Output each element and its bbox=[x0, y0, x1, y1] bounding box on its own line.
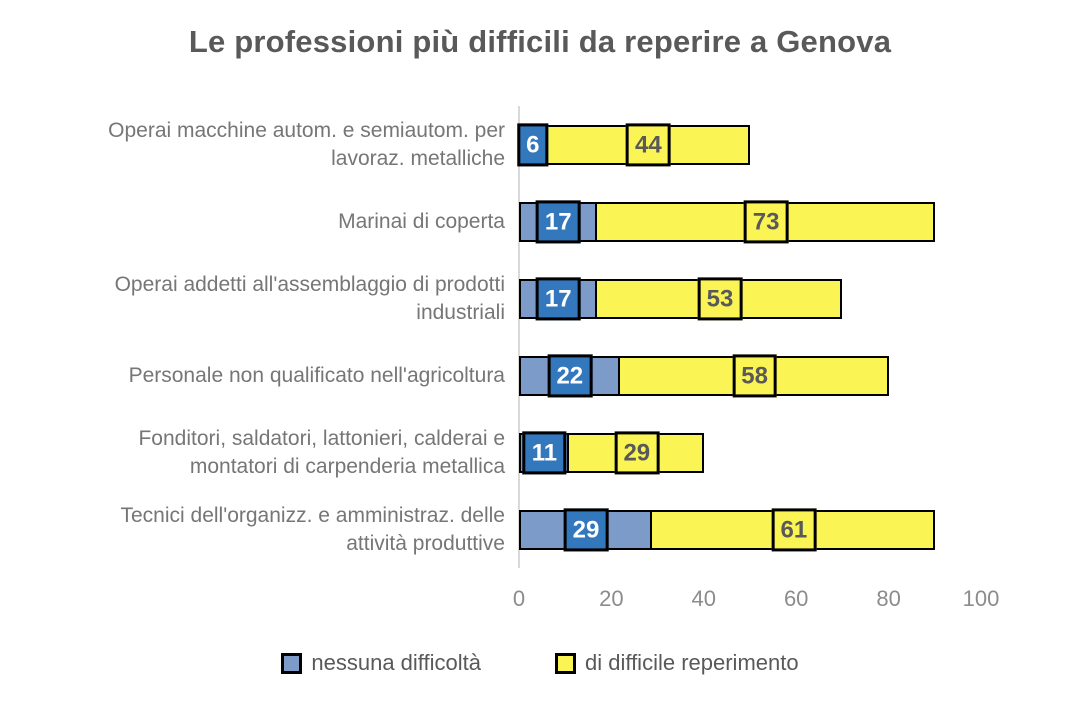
chart-title: Le professioni più difficili da reperire… bbox=[188, 24, 892, 59]
bar-row: Fonditori, saldatori, lattonieri, calder… bbox=[0, 414, 1080, 491]
value-label: 58 bbox=[732, 353, 777, 398]
bar-row: Operai addetti all'assemblaggio di prodo… bbox=[0, 260, 1080, 337]
y-axis-line bbox=[518, 106, 520, 568]
x-axis-ticks: 0 20 40 60 80 100 bbox=[513, 586, 999, 616]
x-tick-label: 80 bbox=[876, 586, 901, 611]
bar-track: 11 29 bbox=[519, 414, 1080, 491]
value-label: 17 bbox=[535, 276, 581, 321]
value-label: 61 bbox=[771, 507, 817, 552]
bar-row: Tecnici dell'organizz. e amministraz. de… bbox=[0, 491, 1080, 568]
legend-label-nessuna-difficolta: nessuna difficoltà bbox=[311, 650, 481, 675]
category-label: Tecnici dell'organizz. e amministraz. de… bbox=[120, 504, 505, 555]
bar-track: 22 58 bbox=[519, 337, 1080, 414]
bar-row: Operai macchine autom. e semiautom. per … bbox=[0, 106, 1080, 183]
legend-item-nessuna-difficolta: nessuna difficoltà bbox=[281, 650, 481, 676]
x-tick-label: 60 bbox=[783, 586, 809, 611]
bar-rows: Operai macchine autom. e semiautom. per … bbox=[0, 106, 1080, 568]
category-label: Fonditori, saldatori, lattonieri, calder… bbox=[138, 427, 505, 478]
x-tick-label: 20 bbox=[599, 586, 624, 611]
legend-item-difficile-reperimento: di difficile reperimento bbox=[555, 650, 799, 676]
value-label: 44 bbox=[626, 122, 671, 167]
x-tick-label: 40 bbox=[691, 586, 717, 611]
category-label: Operai addetti all'assemblaggio di prodo… bbox=[114, 273, 505, 324]
value-label: 73 bbox=[743, 199, 789, 244]
category-label: Marinai di coperta bbox=[338, 209, 505, 233]
category-label: Operai macchine autom. e semiautom. per … bbox=[108, 119, 505, 170]
value-label: 22 bbox=[547, 353, 593, 398]
value-label: 11 bbox=[522, 430, 567, 475]
bar-track: 17 73 bbox=[519, 183, 1080, 260]
bar-row: Personale non qualificato nell'agricoltu… bbox=[0, 337, 1080, 414]
value-label: 29 bbox=[614, 430, 660, 475]
category-label: Personale non qualificato nell'agricoltu… bbox=[128, 363, 505, 387]
bar-row: Marinai di coperta 17 73 bbox=[0, 183, 1080, 260]
bar-track: 29 61 bbox=[519, 491, 1080, 568]
legend: nessuna difficoltà di difficile reperime… bbox=[0, 650, 1080, 676]
bar-track: 6 44 bbox=[517, 106, 1080, 183]
x-tick-label: 0 bbox=[512, 586, 526, 611]
legend-swatch-yellow-icon bbox=[555, 652, 576, 674]
legend-swatch-blue-icon bbox=[281, 652, 303, 674]
bar-track: 17 53 bbox=[519, 260, 1080, 337]
value-label: 6 bbox=[517, 122, 549, 167]
value-label: 29 bbox=[563, 507, 609, 552]
value-label: 53 bbox=[697, 276, 743, 321]
x-tick-label: 100 bbox=[962, 586, 1000, 611]
value-label: 17 bbox=[535, 199, 581, 244]
legend-label-difficile-reperimento: di difficile reperimento bbox=[585, 650, 799, 675]
